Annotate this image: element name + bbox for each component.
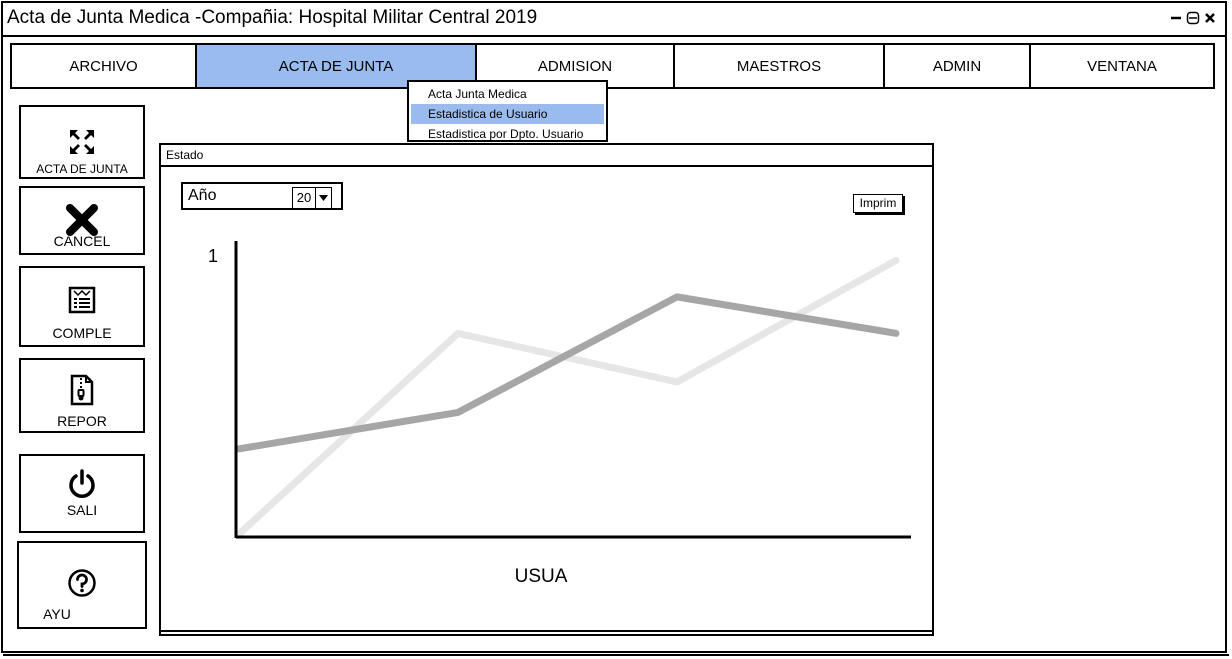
restore-icon[interactable] xyxy=(1186,9,1200,27)
repor-button[interactable]: REPOR xyxy=(19,358,145,433)
menu-label: VENTANA xyxy=(1087,57,1157,75)
help-icon xyxy=(19,568,145,598)
zip-file-icon xyxy=(21,374,143,406)
menu-label: ACTA DE JUNTA xyxy=(278,57,394,75)
cancel-label: CANCEL xyxy=(53,233,111,249)
year-filter: Año 20 xyxy=(181,182,343,210)
menu-label: ADMIN xyxy=(932,57,982,75)
y-tick-label: 1 xyxy=(208,246,218,266)
year-select[interactable]: 20 xyxy=(292,187,332,209)
print-button[interactable]: Imprim xyxy=(853,194,903,213)
panel-header: Estado xyxy=(161,145,932,167)
repor-label: REPOR xyxy=(57,413,107,429)
window-bottom-edge xyxy=(3,654,1229,656)
ayu-label: AYU xyxy=(43,606,71,622)
power-icon xyxy=(21,469,143,499)
chevron-down-icon xyxy=(316,188,331,208)
acta-de-junta-button[interactable]: ACTA DE JUNTA xyxy=(19,105,145,179)
menu-archivo[interactable]: ARCHIVO xyxy=(12,45,197,87)
cancel-button[interactable]: CANCEL xyxy=(19,186,145,255)
menu-ventana[interactable]: VENTANA xyxy=(1031,45,1213,87)
menu-admin[interactable]: ADMIN xyxy=(885,45,1031,87)
panel-bottom-edge xyxy=(161,630,932,632)
close-x-icon xyxy=(21,203,143,237)
menu-bar: ARCHIVO ACTA DE JUNTA ADMISION MAESTROS … xyxy=(10,43,1215,89)
year-value: 20 xyxy=(293,188,316,208)
minimize-icon[interactable] xyxy=(1169,9,1183,27)
close-icon[interactable] xyxy=(1203,9,1217,27)
expand-arrows-icon xyxy=(21,127,143,157)
window-controls xyxy=(1169,9,1217,27)
menu-label: MAESTROS xyxy=(736,57,822,75)
panel-title: Estado xyxy=(166,148,204,162)
series-line-1 xyxy=(235,256,900,538)
ayu-button[interactable]: AYU xyxy=(17,541,147,629)
title-bar: Acta de Junta Medica -Compañia: Hospital… xyxy=(3,3,1225,37)
comple-button[interactable]: COMPLE xyxy=(19,266,145,347)
document-list-icon xyxy=(21,286,143,314)
comple-label: COMPLE xyxy=(52,325,112,341)
dropdown-item-acta-junta-medica[interactable]: Acta Junta Medica xyxy=(428,87,527,101)
acta-de-junta-label: ACTA DE JUNTA xyxy=(36,162,128,176)
menu-maestros[interactable]: MAESTROS xyxy=(675,45,885,87)
estado-panel: Estado Año 20 Imprim 1 USUA xyxy=(159,143,934,636)
series-line-2 xyxy=(235,293,900,453)
sali-button[interactable]: SALI xyxy=(19,454,145,533)
year-label: Año xyxy=(188,187,217,204)
line-chart: 1 USUA xyxy=(208,241,911,587)
acta-dropdown-menu: Acta Junta Medica Estadistica de Usuario… xyxy=(407,80,608,142)
sali-label: SALI xyxy=(66,502,98,518)
x-axis-label: USUA xyxy=(515,566,568,587)
menu-admision[interactable]: ADMISION xyxy=(477,45,675,87)
menu-label: ADMISION xyxy=(537,57,613,75)
dropdown-item-estadistica-dpto[interactable]: Estadistica por Dpto. Usuario xyxy=(428,127,584,141)
menu-label: ARCHIVO xyxy=(69,57,138,75)
dropdown-item-estadistica-usuario[interactable]: Estadistica de Usuario xyxy=(411,104,604,124)
window-title: Acta de Junta Medica -Compañia: Hospital… xyxy=(7,7,538,28)
